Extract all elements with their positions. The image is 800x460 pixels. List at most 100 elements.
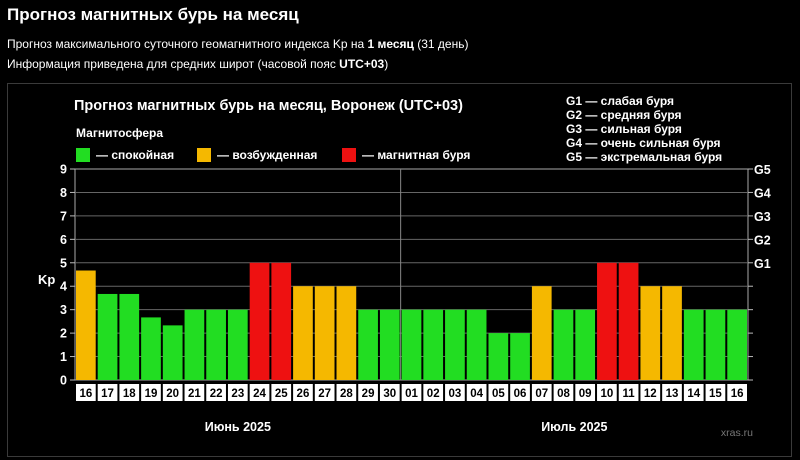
day-cell-26 [618, 384, 639, 401]
day-label-2: 17 [101, 388, 114, 400]
day-cell-6 [184, 384, 205, 401]
subtitle-forecast-text: Прогноз максимального суточного геомагни… [7, 37, 368, 51]
g-scale-5: G5 — экстремальная буря [566, 150, 722, 164]
day-label-19: 04 [470, 388, 483, 400]
bar-12 [314, 286, 335, 380]
right-tick-label-g3: G3 [754, 210, 771, 224]
kp-forecast-chart: Прогноз магнитных бурь на месяц, Воронеж… [38, 94, 771, 439]
bar-7 [206, 309, 226, 380]
bar-25 [597, 262, 617, 380]
chart-title: Прогноз магнитных бурь на месяц, Воронеж… [74, 98, 463, 114]
legend-swatch-2 [342, 148, 356, 162]
day-label-1: 16 [79, 388, 92, 400]
day-cell-29 [683, 384, 704, 401]
bar-2 [97, 293, 118, 380]
day-label-4: 19 [145, 388, 158, 400]
bar-27 [640, 286, 661, 380]
bar-5 [162, 325, 183, 380]
day-cell-12 [314, 384, 335, 401]
bar-13 [336, 286, 357, 380]
y-tick-label-2: 2 [60, 327, 67, 341]
day-label-26: 11 [623, 388, 636, 400]
day-cell-3 [119, 384, 140, 401]
legend-label-2: — магнитная буря [362, 148, 470, 162]
g-scale-2: G2 — средняя буря [566, 108, 682, 122]
day-label-25: 10 [600, 388, 613, 400]
day-cell-30 [705, 384, 726, 401]
day-cell-7 [206, 384, 226, 401]
chart-panel: Прогноз магнитных бурь на месяц, Воронеж… [7, 83, 792, 457]
day-label-18: 03 [449, 388, 462, 400]
day-label-5: 20 [166, 388, 179, 400]
bar-21 [510, 333, 530, 380]
day-cell-1 [76, 384, 96, 401]
bar-28 [662, 286, 682, 380]
bar-17 [423, 309, 444, 380]
day-cell-31 [727, 384, 747, 401]
bar-14 [358, 309, 378, 380]
bar-8 [227, 309, 248, 380]
subtitle-latitude-tail: ) [384, 57, 389, 71]
day-cell-21 [510, 384, 530, 401]
bar-6 [184, 309, 205, 380]
day-cell-22 [531, 384, 552, 401]
subtitle-latitude: Информация приведена для средних широт (… [7, 57, 388, 71]
right-tick-label-g1: G1 [754, 257, 771, 271]
bar-15 [379, 309, 400, 380]
day-cell-2 [97, 384, 118, 401]
day-label-6: 21 [188, 388, 201, 400]
day-label-23: 08 [557, 388, 570, 400]
day-label-20: 05 [492, 388, 505, 400]
subtitle-latitude-text: Информация приведена для средних широт (… [7, 57, 340, 71]
bar-30 [705, 309, 726, 380]
day-cell-23 [553, 384, 574, 401]
bar-24 [575, 309, 596, 380]
day-label-22: 07 [535, 388, 548, 400]
day-label-13: 28 [340, 388, 353, 400]
day-label-12: 27 [318, 388, 331, 400]
right-tick-label-g4: G4 [754, 186, 771, 200]
bar-4 [141, 317, 161, 380]
bar-31 [727, 309, 747, 380]
legend-swatch-1 [197, 148, 211, 162]
bar-19 [466, 309, 487, 380]
y-tick-label-1: 1 [60, 350, 67, 364]
g-scale-3: G3 — сильная буря [566, 122, 682, 136]
day-cell-8 [227, 384, 248, 401]
day-cell-27 [640, 384, 661, 401]
bar-26 [618, 262, 639, 380]
day-cell-24 [575, 384, 596, 401]
bar-16 [401, 309, 422, 380]
right-tick-label-g2: G2 [754, 233, 771, 247]
g-scale-4: G4 — очень сильная буря [566, 136, 721, 150]
day-label-30: 15 [709, 388, 722, 400]
day-cell-13 [336, 384, 357, 401]
subtitle-forecast: Прогноз максимального суточного геомагни… [7, 37, 468, 51]
bar-11 [293, 286, 313, 380]
day-cell-19 [466, 384, 487, 401]
g-scale-1: G1 — слабая буря [566, 94, 674, 108]
bar-22 [531, 286, 552, 380]
bar-20 [488, 333, 509, 380]
day-cell-9 [249, 384, 270, 401]
day-cell-25 [597, 384, 617, 401]
day-cell-16 [401, 384, 422, 401]
day-cell-11 [293, 384, 313, 401]
day-cell-17 [423, 384, 444, 401]
day-label-9: 24 [253, 388, 266, 400]
legend-title: Магнитосфера [76, 126, 163, 140]
day-label-27: 12 [644, 388, 657, 400]
day-label-3: 18 [123, 388, 136, 400]
day-label-7: 22 [210, 388, 223, 400]
day-label-11: 26 [297, 388, 310, 400]
day-label-8: 23 [231, 388, 244, 400]
day-label-16: 01 [405, 388, 418, 400]
day-label-10: 25 [275, 388, 288, 400]
month-label-july: Июль 2025 [541, 420, 607, 434]
legend-label-0: — спокойная [96, 148, 174, 162]
subtitle-forecast-tail: (31 день) [413, 37, 469, 51]
subtitle-latitude-bold: UTC+03 [339, 57, 385, 71]
day-label-28: 13 [666, 388, 679, 400]
y-tick-label-8: 8 [60, 186, 67, 200]
day-label-15: 30 [383, 388, 396, 400]
